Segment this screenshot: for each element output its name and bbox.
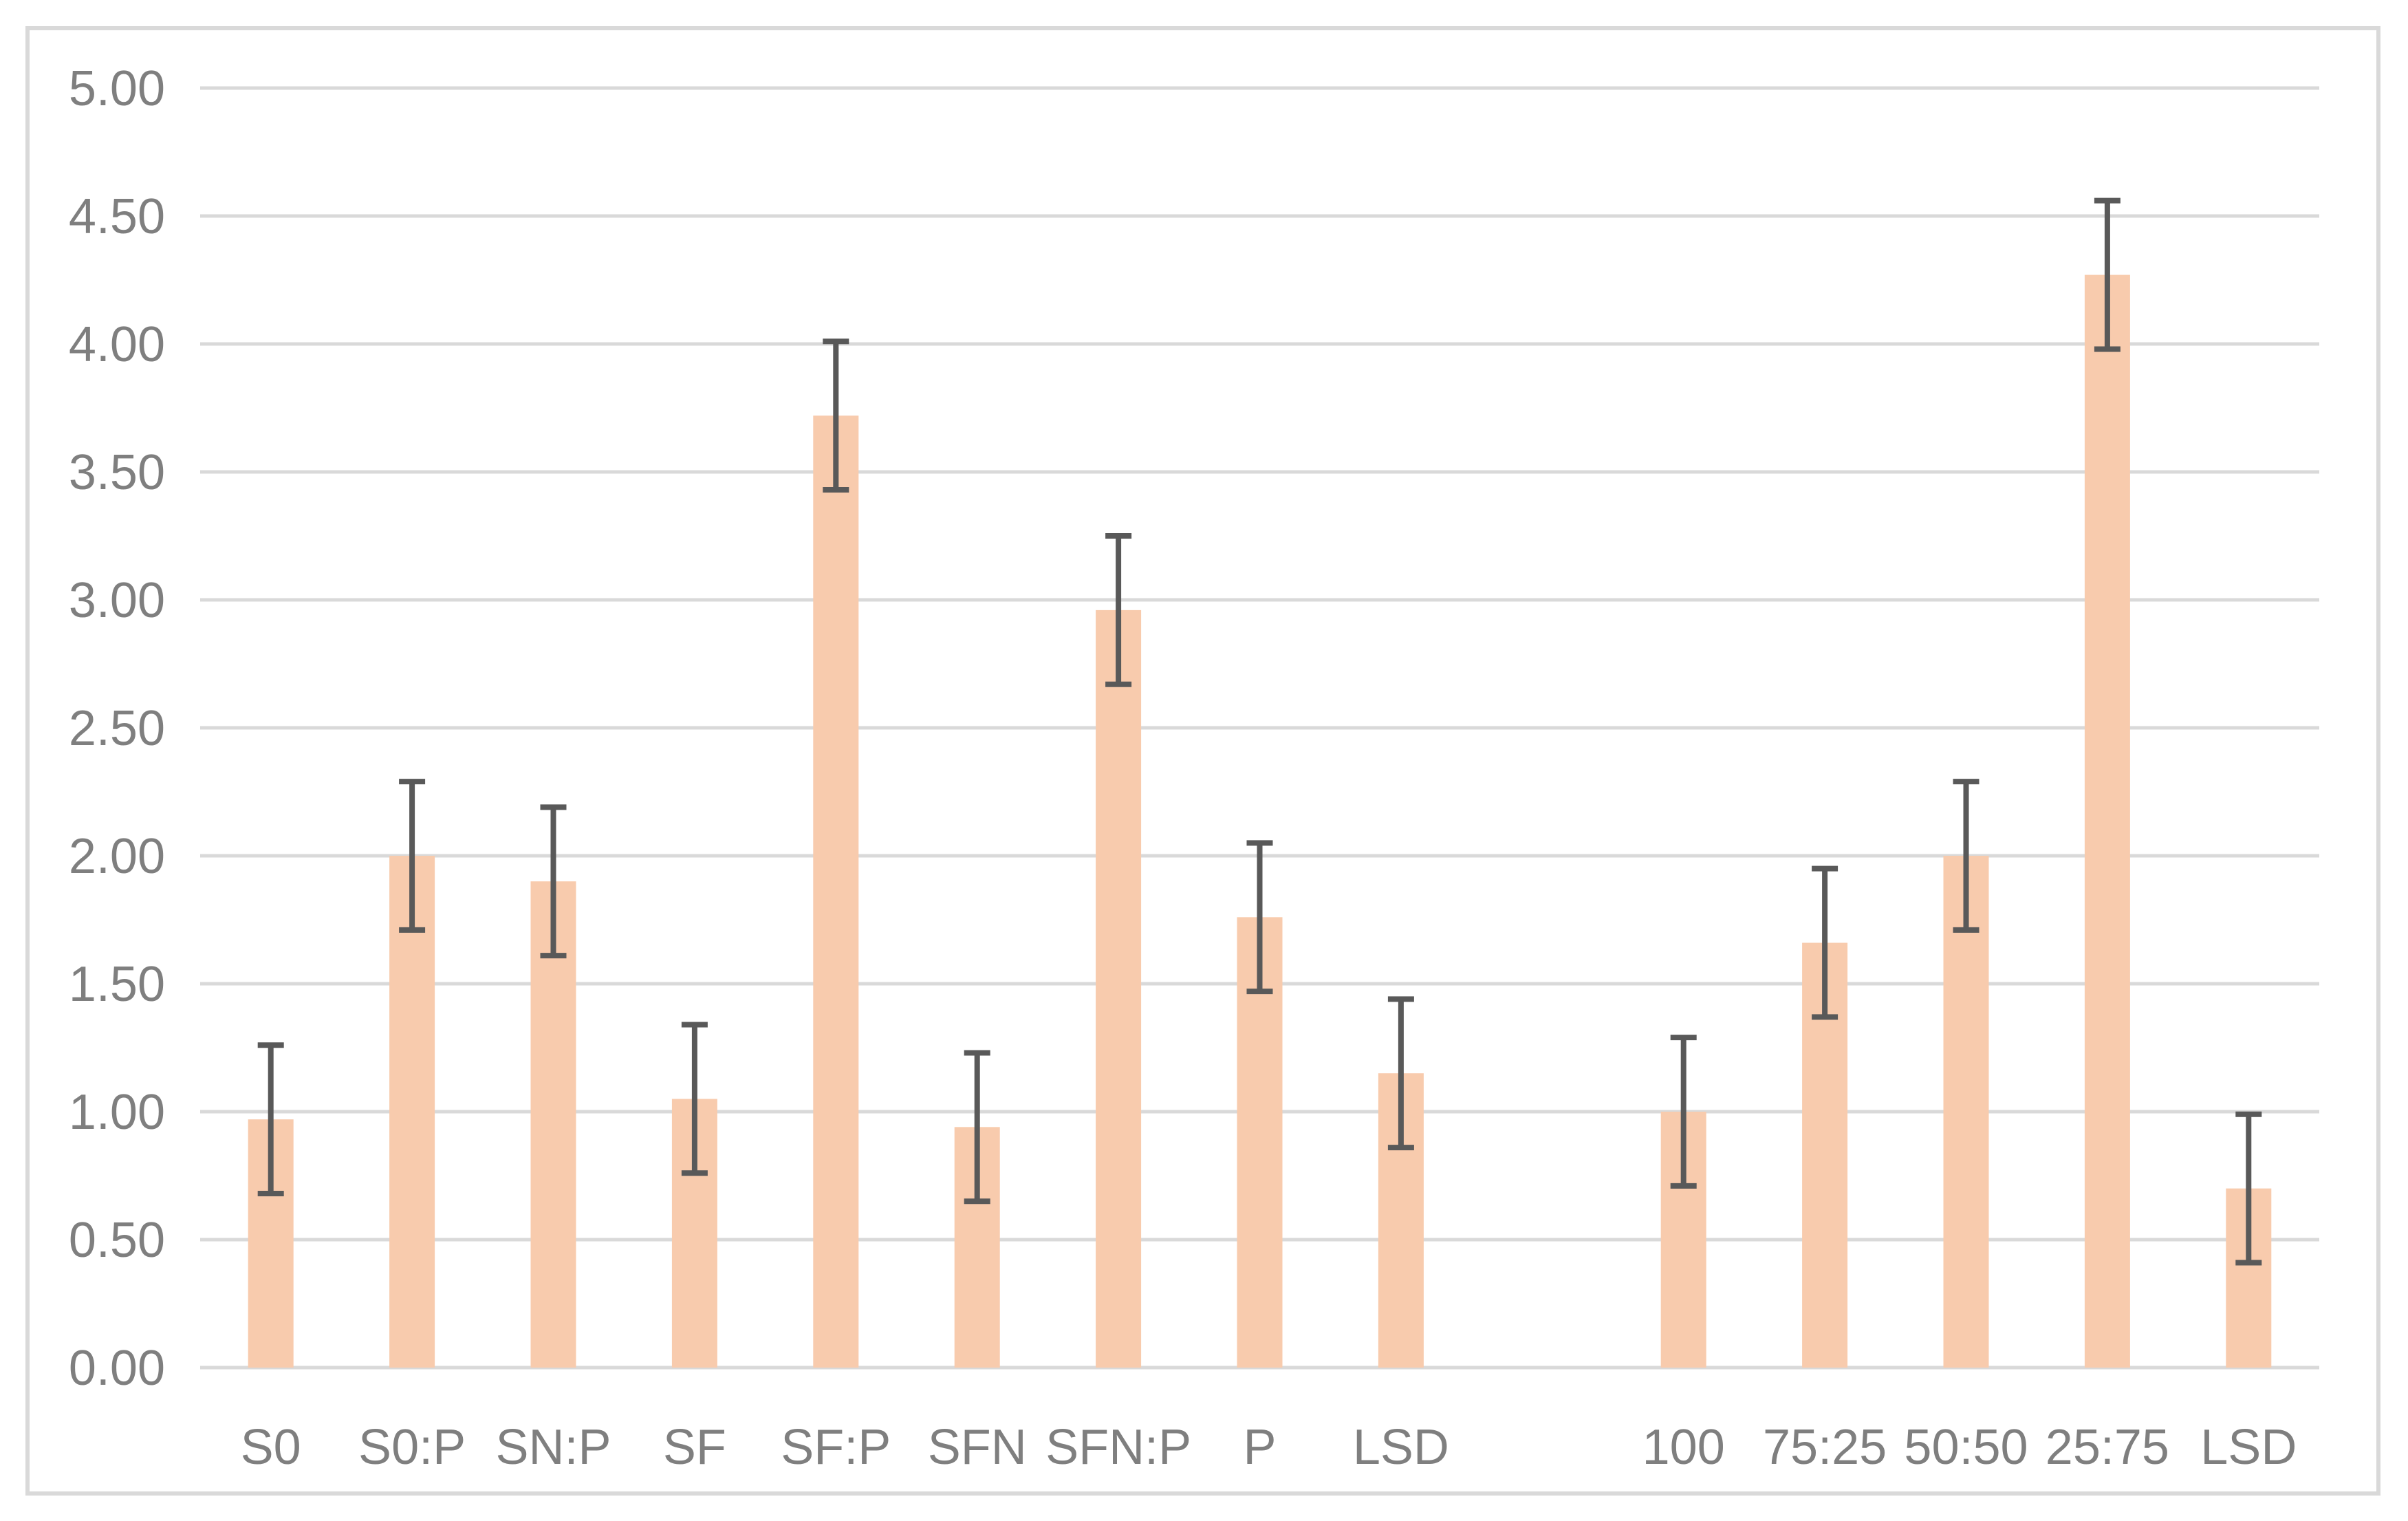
x-tick-label: 50:50 [1904,1420,2028,1475]
x-tick-label: LSD [2200,1420,2297,1475]
bar [530,881,576,1368]
bar [813,416,859,1368]
x-tick-label: LSD [1353,1420,1449,1475]
x-tick-label: SF [663,1420,726,1475]
chart-border [25,26,2380,1496]
y-tick-label: 3.00 [69,573,165,628]
y-tick-label: 0.50 [69,1213,165,1268]
y-tick-label: 4.00 [69,317,165,372]
y-tick-label: 0.00 [69,1341,165,1396]
bar [2084,274,2130,1368]
y-tick-label: 5.00 [69,61,165,116]
bar [1943,856,1989,1368]
y-tick-label: 1.00 [69,1085,165,1140]
y-tick-label: 3.50 [69,445,165,500]
x-tick-label: 100 [1642,1420,1725,1475]
bar [1096,610,1142,1368]
y-tick-label: 2.50 [69,701,165,756]
x-tick-label: SFN [928,1420,1027,1475]
x-tick-label: P [1243,1420,1276,1475]
x-tick-label: SN:P [495,1420,611,1475]
x-tick-label: S0 [241,1420,301,1475]
x-tick-label: 25:75 [2046,1420,2169,1475]
x-tick-label: S0:P [358,1420,466,1475]
x-tick-label: SFN:P [1045,1420,1191,1475]
x-tick-label: 75:25 [1763,1420,1887,1475]
y-tick-label: 2.00 [69,829,165,884]
bar [389,856,435,1368]
y-tick-label: 4.50 [69,189,165,244]
y-tick-label: 1.50 [69,957,165,1012]
x-tick-label: SF:P [781,1420,891,1475]
